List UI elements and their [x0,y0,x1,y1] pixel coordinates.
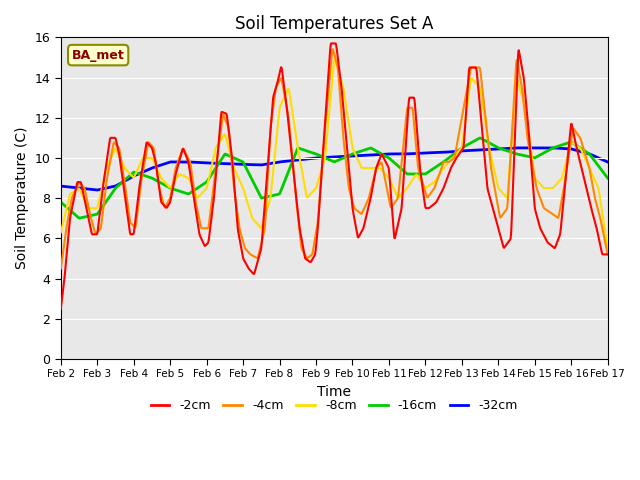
Title: Soil Temperatures Set A: Soil Temperatures Set A [235,15,433,33]
Legend: -2cm, -4cm, -8cm, -16cm, -32cm: -2cm, -4cm, -8cm, -16cm, -32cm [146,394,523,417]
Text: BA_met: BA_met [72,48,125,61]
X-axis label: Time: Time [317,385,351,399]
Y-axis label: Soil Temperature (C): Soil Temperature (C) [15,127,29,269]
